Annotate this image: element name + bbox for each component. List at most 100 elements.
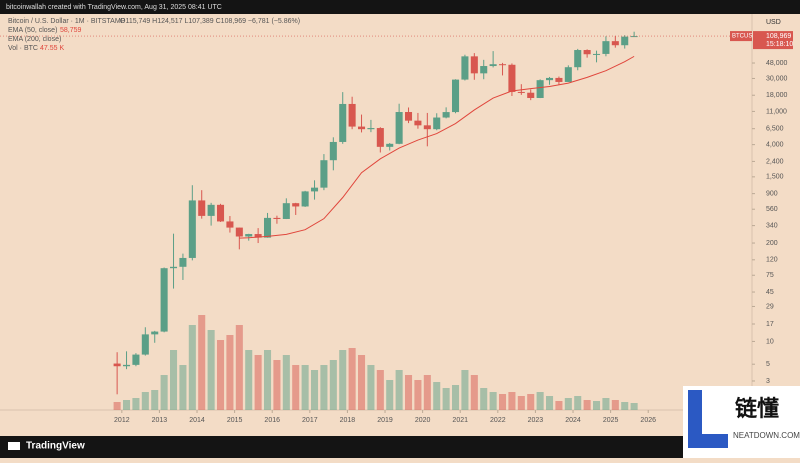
candle-body	[263, 217, 272, 238]
volume-bar	[498, 394, 507, 410]
volume-bar	[395, 370, 403, 410]
plot	[0, 31, 755, 413]
candle-body	[141, 334, 149, 355]
y-tick-label: 45	[766, 289, 774, 296]
y-tick-label: 5	[766, 361, 770, 368]
candle-body	[254, 234, 262, 238]
candle-body	[348, 103, 356, 127]
candle-body	[339, 103, 347, 142]
volume-bar	[132, 398, 140, 410]
volume-bar	[451, 385, 460, 410]
volume-bar	[122, 400, 131, 410]
x-tick-label: 2013	[152, 417, 168, 424]
x-tick-label: 2014	[189, 417, 205, 424]
candle-body	[235, 227, 243, 237]
candle-body	[621, 36, 629, 46]
volume-bar	[630, 403, 638, 410]
volume-bar	[357, 355, 366, 410]
volume-bar	[216, 340, 225, 410]
x-tick-label: 2025	[603, 417, 619, 424]
y-tick-label: 3	[766, 378, 770, 385]
volume-bar	[151, 390, 159, 410]
last-price: 108,969	[766, 33, 791, 40]
volume-bar	[169, 350, 178, 410]
candle-body	[395, 112, 403, 144]
candle-body	[564, 67, 572, 82]
volume-bar	[263, 350, 272, 410]
candle-body	[630, 36, 638, 38]
volume-bar	[414, 380, 422, 410]
x-tick-label: 2018	[340, 417, 356, 424]
volume-bar	[254, 355, 262, 410]
candle-body	[169, 266, 178, 269]
ema-line	[239, 55, 635, 239]
candle-body	[470, 56, 478, 74]
currency: USD	[766, 19, 781, 26]
y-tick-label: 30,000	[766, 75, 788, 82]
candle-body	[207, 204, 215, 216]
watermark-site: NEATDOWN.COM	[733, 431, 800, 440]
candle-body	[188, 200, 196, 258]
volume-bar	[583, 400, 591, 410]
candle-body	[442, 112, 450, 118]
volume-name: Vol · BTC	[8, 45, 38, 52]
candle-body	[160, 268, 168, 332]
volume-bar	[301, 365, 309, 410]
footer-brand: TradingView	[26, 441, 85, 452]
candle-body	[461, 56, 469, 80]
volume-bar	[404, 375, 413, 410]
candle-body	[555, 77, 563, 82]
y-tick-label: 17	[766, 321, 774, 328]
candle-body	[545, 77, 554, 81]
volume-bar	[282, 355, 290, 410]
ohlc: O115,749 H124,517 L107,389 C108,969 −6,7…	[120, 18, 300, 25]
y-tick-label: 48,000	[766, 60, 788, 67]
candle-body	[583, 50, 591, 55]
y-tick-label: 75	[766, 272, 774, 279]
volume-bar	[207, 330, 215, 410]
x-tick-label: 2024	[565, 417, 581, 424]
volume-bar	[574, 396, 582, 410]
candle-body	[301, 191, 309, 207]
candle-body	[132, 354, 140, 365]
candle-body	[508, 64, 516, 92]
credit: bitcoinwallah created with TradingView.c…	[6, 4, 222, 11]
y-tick-label: 900	[766, 190, 778, 197]
volume-bar	[386, 380, 394, 410]
volume-bar	[292, 365, 300, 410]
countdown: 15:18:10	[766, 41, 793, 48]
y-tick-label: 2,400	[766, 158, 784, 165]
volume-bar	[367, 365, 375, 410]
y-tick-label: 200	[766, 240, 778, 247]
candle-body	[423, 125, 431, 130]
candle-body	[489, 64, 497, 67]
volume-bar	[536, 392, 544, 410]
candle-body	[273, 217, 281, 219]
volume-bar	[517, 396, 525, 410]
ema50-value: 58,759	[60, 27, 82, 34]
y-tick-label: 1,500	[766, 174, 784, 181]
candle-body	[527, 92, 535, 98]
candle-body	[592, 53, 601, 55]
y-tick-label: 10	[766, 338, 774, 345]
volume-bar	[508, 392, 516, 410]
x-tick-label: 2021	[452, 417, 468, 424]
candle-body	[198, 200, 206, 216]
y-tick-label: 18,000	[766, 92, 788, 99]
candle-body	[151, 331, 159, 335]
volume-bar	[141, 392, 149, 410]
volume-bar	[545, 396, 554, 410]
volume-bar	[433, 382, 441, 410]
volume-bar	[621, 402, 629, 410]
candle-body	[404, 112, 413, 121]
candle-body	[216, 204, 225, 222]
volume-bar	[470, 375, 478, 410]
y-tick-label: 11,000	[766, 108, 787, 115]
watermark-logo	[688, 390, 728, 448]
volume-bar	[564, 398, 572, 410]
ema50-name: EMA (50, close)	[8, 27, 57, 34]
y-tick-label: 120	[766, 257, 778, 264]
candle-body	[376, 128, 384, 147]
volume-bar	[329, 360, 337, 410]
